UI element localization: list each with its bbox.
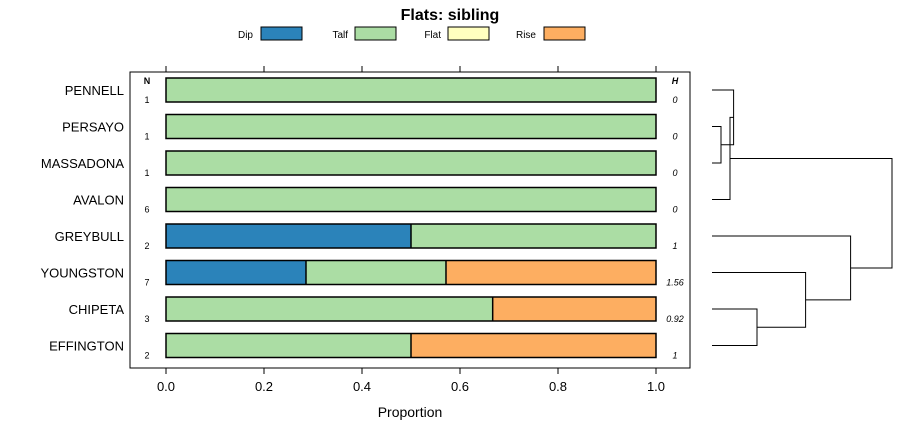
h-value: 0.92 [666, 314, 684, 324]
row-label: CHIPETA [69, 302, 125, 317]
row-massadona: MASSADONA 1 0 [41, 150, 678, 178]
n-value: 7 [144, 278, 149, 288]
bar-segment-talf [166, 297, 493, 321]
row-label: EFFINGTON [49, 339, 124, 354]
h-value: 1.56 [666, 278, 684, 288]
legend-label-dip: Dip [238, 30, 253, 41]
rows: PENNELL 1 0 PERSAYO 1 0 MASSADONA 1 0 AVALON 6 0 GRE… [40, 77, 684, 361]
row-persayo: PERSAYO 1 0 [62, 113, 678, 142]
bar-segment-dip [166, 260, 306, 285]
h-value: 0 [672, 205, 677, 215]
row-effington: EFFINGTON 2 1 [49, 332, 678, 361]
x-tick-label: 0.4 [353, 379, 371, 394]
bar-segment-dip [166, 224, 411, 248]
row-youngston: YOUNGSTON 7 1.56 [40, 259, 684, 288]
n-value: 1 [144, 132, 149, 142]
bar-segment-talf [166, 78, 656, 102]
legend-label-flat: Flat [424, 30, 441, 41]
row-avalon: AVALON 6 0 [73, 186, 678, 215]
legend-label-talf: Talf [332, 30, 348, 41]
x-tick-label: 0.8 [549, 379, 567, 394]
row-chipeta: CHIPETA 3 0.92 [69, 296, 684, 324]
bar-outline [165, 259, 657, 286]
row-label: AVALON [73, 193, 124, 208]
bar-segment-rise [445, 260, 656, 285]
bar-segment-talf [166, 333, 411, 358]
dendrogram-branch [712, 235, 852, 301]
dendrogram-branch [730, 157, 893, 269]
bar-segment-rise [492, 297, 656, 321]
n-value: 1 [144, 95, 149, 105]
x-tick-label: 0.6 [451, 379, 469, 394]
row-label: GREYBULL [55, 229, 124, 244]
bar-outline [165, 332, 657, 359]
h-value: 1 [672, 241, 677, 251]
bar-outline [165, 77, 657, 103]
bar-outline [165, 186, 657, 213]
bar-segment-talf [166, 187, 656, 212]
bar-segment-talf [305, 260, 446, 285]
bar-segment-talf [166, 114, 656, 139]
row-label: YOUNGSTON [40, 266, 124, 281]
n-header: N [144, 76, 151, 86]
legend-swatch-talf [354, 26, 397, 41]
plot-frame [129, 71, 691, 369]
dendrogram-branch [712, 126, 722, 164]
dendrogram [712, 89, 893, 346]
bar-segment-talf [411, 224, 656, 248]
row-label: PENNELL [65, 83, 124, 98]
legend-swatch-rise [543, 26, 586, 41]
bar-outline [165, 223, 657, 249]
dendrogram-branch [712, 308, 758, 346]
h-value: 1 [672, 351, 677, 361]
h-value: 0 [672, 168, 677, 178]
row-pennell: PENNELL 1 0 [65, 77, 678, 105]
x-tick-label: 1.0 [647, 379, 665, 394]
bar-segment-rise [411, 333, 656, 358]
row-greybull: GREYBULL 2 1 [55, 223, 678, 251]
x-axis: 0.0 0.2 0.4 0.6 0.8 1.0 [157, 66, 665, 394]
x-axis-label: Proportion [378, 404, 443, 420]
legend-swatch-flat [447, 26, 490, 41]
n-value: 2 [144, 351, 149, 361]
bar-segment-talf [166, 151, 656, 175]
x-tick-label: 0.2 [255, 379, 273, 394]
n-value: 2 [144, 241, 149, 251]
n-value: 3 [144, 314, 149, 324]
legend-label-rise: Rise [516, 30, 536, 41]
n-value: 1 [144, 168, 149, 178]
row-label: MASSADONA [41, 156, 124, 171]
bar-outline [165, 296, 657, 322]
h-header: H [672, 76, 679, 86]
h-value: 0 [672, 95, 677, 105]
bar-outline [165, 113, 657, 140]
n-value: 6 [144, 205, 149, 215]
row-label: PERSAYO [62, 120, 124, 135]
legend: Dip Talf Flat Rise [238, 26, 586, 41]
chart-title: Flats: sibling [401, 7, 500, 24]
x-tick-label: 0.0 [157, 379, 175, 394]
bar-outline [165, 150, 657, 176]
h-value: 0 [672, 132, 677, 142]
dendrogram-branch [712, 272, 807, 328]
legend-swatch-dip [260, 26, 303, 41]
